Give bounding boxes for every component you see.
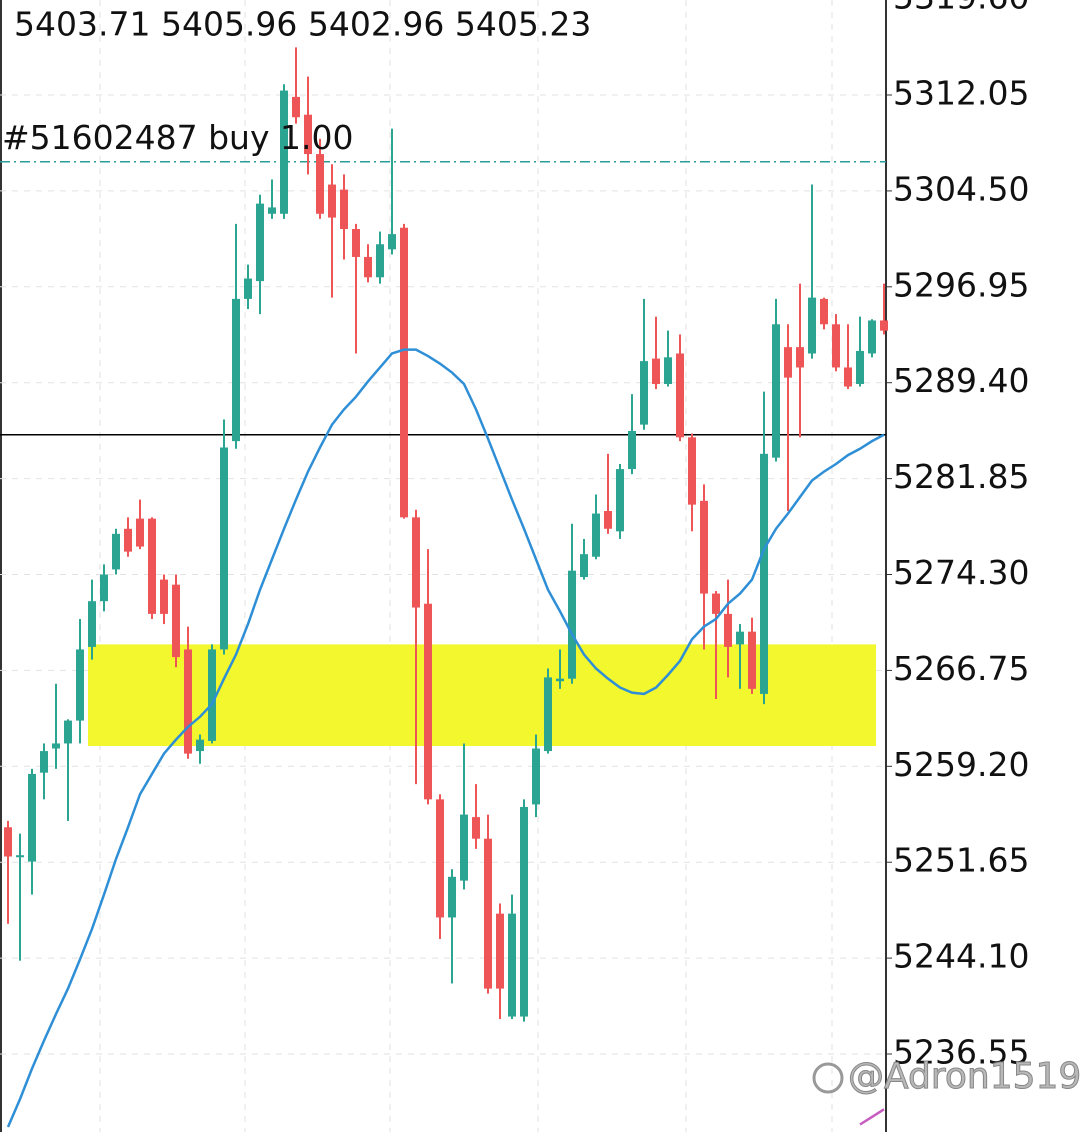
candle-body <box>508 913 516 1017</box>
candle-body <box>16 855 24 858</box>
candle-body <box>160 579 168 614</box>
candle-body <box>364 256 372 278</box>
candle-body <box>484 838 492 989</box>
watermark: @Adron1519 <box>812 1056 1080 1098</box>
y-tick-label: 5266.75 <box>893 649 1029 688</box>
candle-body <box>580 554 588 578</box>
candle-body <box>376 244 384 278</box>
candle-body <box>856 350 864 384</box>
candle-body <box>520 806 528 1017</box>
candle-body <box>724 613 732 647</box>
candle-body <box>832 324 840 368</box>
candle-body <box>628 430 636 470</box>
candle-body <box>220 447 228 650</box>
candle-body <box>664 357 672 384</box>
candle-body <box>328 184 336 218</box>
watermark-text: @Adron1519 <box>848 1056 1080 1097</box>
candle-body <box>820 298 828 325</box>
candle-body <box>136 518 144 547</box>
candle-body <box>808 297 816 354</box>
candle-body <box>676 353 684 438</box>
candle-body <box>652 358 660 384</box>
candle-body <box>76 649 84 721</box>
candle-body <box>52 743 60 749</box>
y-tick-label: 5296.95 <box>893 265 1029 304</box>
candle-body <box>880 320 888 331</box>
candle-body <box>592 513 600 557</box>
zone <box>88 644 876 746</box>
candle-body <box>172 584 180 658</box>
candle-body <box>280 90 288 214</box>
candle-body <box>64 720 72 744</box>
candle-body <box>340 189 348 230</box>
candle-body <box>400 227 408 518</box>
candle-body <box>796 347 804 368</box>
candle-body <box>304 114 312 155</box>
candle-body <box>412 517 420 608</box>
candle-body <box>748 631 756 689</box>
candle-body <box>760 453 768 694</box>
candle-body <box>544 677 552 752</box>
candle-body <box>4 827 12 857</box>
y-tick-label: 5281.85 <box>893 457 1029 496</box>
y-tick-label: 5319.60 <box>893 0 1029 17</box>
candle-body <box>28 773 36 862</box>
y-tick-label: 5244.10 <box>893 937 1029 976</box>
candle-body <box>604 511 612 529</box>
candle-body <box>40 751 48 773</box>
candle-body <box>532 748 540 805</box>
ma2-line <box>859 1108 885 1126</box>
candle-body <box>124 528 132 552</box>
candle-body <box>88 601 96 647</box>
candle-body <box>352 229 360 257</box>
y-tick-label: 5274.30 <box>893 553 1029 592</box>
y-tick-label: 5304.50 <box>893 169 1029 208</box>
candle-body <box>844 367 852 387</box>
candle-body <box>496 913 504 989</box>
candle-body <box>688 437 696 505</box>
y-tick-label: 5259.20 <box>893 745 1029 784</box>
candle-body <box>196 739 204 752</box>
candle-body <box>292 96 300 118</box>
candle-body <box>772 324 780 458</box>
candle-body <box>268 207 276 214</box>
y-tick-label: 5312.05 <box>893 74 1029 113</box>
candle-body <box>448 876 456 918</box>
candle-body <box>784 347 792 378</box>
candle-body <box>424 603 432 800</box>
candle-body <box>316 154 324 214</box>
candle-body <box>868 320 876 354</box>
candle-body <box>388 234 396 250</box>
candle-body <box>232 298 240 442</box>
candle-body <box>640 361 648 425</box>
y-tick-label: 5251.65 <box>893 841 1029 880</box>
y-tick-label: 5289.40 <box>893 361 1029 400</box>
candle-body <box>184 649 192 754</box>
candle-body <box>568 570 576 679</box>
candle-body <box>460 814 468 881</box>
candle-body <box>244 278 252 299</box>
candle-body <box>712 593 720 614</box>
candle-body <box>472 817 480 839</box>
candle-body <box>616 469 624 532</box>
candle-body <box>700 500 708 594</box>
candle-body <box>208 649 216 741</box>
candle-body <box>100 574 108 602</box>
candle-body <box>556 678 564 682</box>
y-tick-label: 5236.55 <box>893 1033 1029 1072</box>
ma-line <box>6 348 885 1128</box>
candle-body <box>148 518 156 614</box>
candle-body <box>436 799 444 918</box>
candle-body <box>736 631 744 645</box>
candle-body <box>112 533 120 570</box>
order-label: #51602487 buy 1.00 <box>2 118 353 157</box>
header-text: 5403.71 5405.96 5402.96 5405.23 <box>14 5 591 44</box>
candle-body <box>256 203 264 282</box>
watermark-logo <box>812 1062 844 1094</box>
